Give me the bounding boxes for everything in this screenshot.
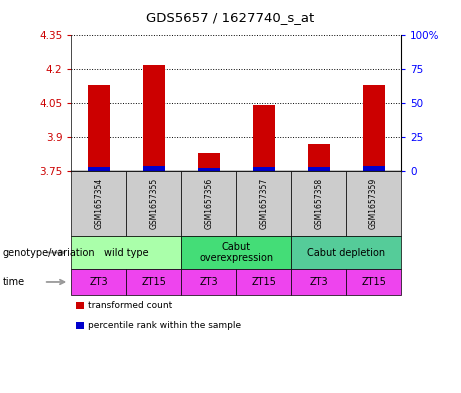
Bar [253, 167, 275, 171]
Text: transformed count: transformed count [88, 301, 172, 310]
Bar [363, 165, 384, 171]
Bar [198, 168, 220, 171]
Bar [88, 85, 110, 171]
Text: ZT3: ZT3 [309, 277, 328, 287]
Bar [307, 144, 330, 171]
Text: GDS5657 / 1627740_s_at: GDS5657 / 1627740_s_at [147, 11, 314, 24]
Text: ZT15: ZT15 [142, 277, 166, 287]
Text: Cabut depletion: Cabut depletion [307, 248, 385, 257]
Text: ZT3: ZT3 [89, 277, 108, 287]
Text: GSM1657354: GSM1657354 [95, 178, 103, 229]
Bar [88, 167, 110, 171]
Text: GSM1657357: GSM1657357 [259, 178, 268, 229]
Bar [143, 165, 165, 171]
Text: time: time [2, 277, 24, 287]
Text: GSM1657356: GSM1657356 [204, 178, 213, 229]
Bar [363, 85, 384, 171]
Text: ZT15: ZT15 [251, 277, 276, 287]
Bar [76, 322, 84, 329]
Text: ZT3: ZT3 [200, 277, 218, 287]
Text: GSM1657355: GSM1657355 [149, 178, 159, 229]
Text: ZT15: ZT15 [361, 277, 386, 287]
Text: wild type: wild type [104, 248, 149, 257]
Text: genotype/variation: genotype/variation [2, 248, 95, 257]
Text: GSM1657359: GSM1657359 [369, 178, 378, 229]
Bar [76, 302, 84, 309]
Bar [253, 105, 275, 171]
Bar [307, 167, 330, 171]
Text: GSM1657358: GSM1657358 [314, 178, 323, 229]
Bar [198, 153, 220, 171]
Text: percentile rank within the sample: percentile rank within the sample [88, 321, 241, 330]
Text: Cabut
overexpression: Cabut overexpression [199, 242, 273, 263]
Bar [143, 65, 165, 171]
